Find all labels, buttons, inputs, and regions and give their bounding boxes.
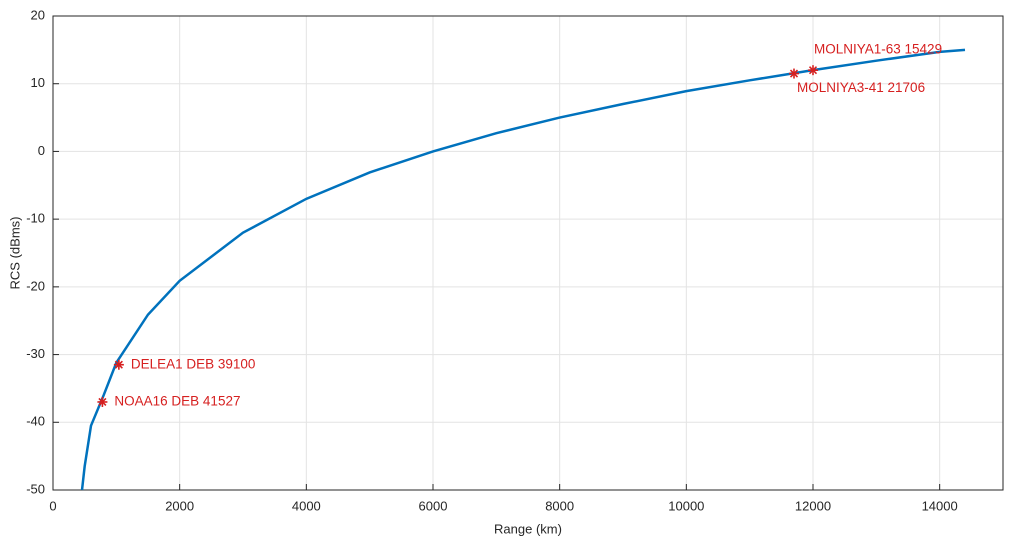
y-tick-label: 10 [31, 75, 45, 90]
x-tick-label: 14000 [922, 498, 958, 513]
x-tick-label: 0 [49, 498, 56, 513]
point-label: MOLNIYA1-63 15429 [814, 42, 942, 57]
y-tick-label: -50 [26, 481, 45, 496]
axes-box [52, 15, 1004, 491]
point-label: NOAA16 DEB 41527 [114, 394, 240, 409]
point-label: MOLNIYA3-41 21706 [797, 80, 925, 95]
x-tick-label: 10000 [668, 498, 704, 513]
x-tick-label: 2000 [165, 498, 194, 513]
y-axis-label: RCS (dBms) [7, 217, 22, 290]
marker-stroke [808, 66, 818, 75]
y-tick-label: -30 [26, 346, 45, 361]
x-tick-label: 8000 [545, 498, 574, 513]
plot-area [53, 16, 1003, 490]
y-tick-label: -20 [26, 278, 45, 293]
x-tick-label: 12000 [795, 498, 831, 513]
marker-stroke [789, 69, 799, 78]
y-tick-label: 20 [31, 7, 45, 22]
point-label: DELEA1 DEB 39100 [131, 356, 256, 371]
y-tick-label: 0 [38, 143, 45, 158]
point-marker [808, 65, 818, 76]
x-tick-label: 6000 [419, 498, 448, 513]
marker-stroke [114, 360, 123, 369]
point-marker [113, 359, 124, 370]
point-marker [97, 396, 108, 407]
marker-stroke [98, 397, 107, 407]
x-tick-label: 4000 [292, 498, 321, 513]
y-tick-label: -10 [26, 211, 45, 226]
x-axis-label: Range (km) [494, 521, 562, 536]
point-marker [789, 68, 799, 79]
y-tick-label: -40 [26, 414, 45, 429]
line [80, 48, 966, 491]
